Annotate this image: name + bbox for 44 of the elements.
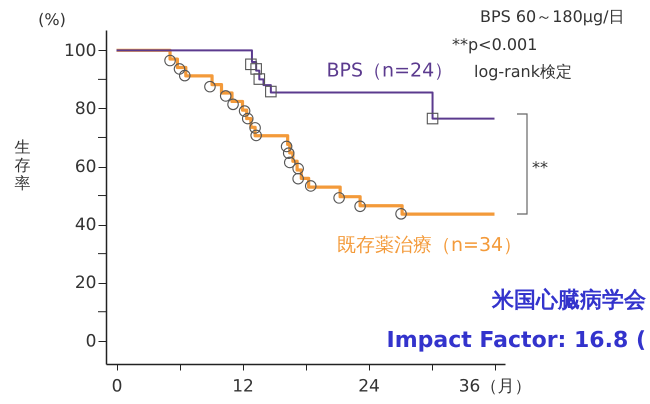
y-tick-label: 40 <box>74 215 96 236</box>
annotation: 米国心臓病学会 <box>491 287 647 313</box>
point <box>292 162 304 174</box>
point <box>254 73 266 85</box>
x-tick-label: 24 <box>358 376 380 396</box>
point <box>333 192 345 204</box>
text: ** <box>532 158 548 177</box>
x-tick-label: 36（月） <box>458 376 532 396</box>
y-tick-label: 60 <box>74 157 96 178</box>
point <box>265 86 277 98</box>
point <box>245 58 257 70</box>
point <box>284 156 296 168</box>
point <box>395 208 407 220</box>
annotation: Impact Factor: 16.8 ( <box>386 328 646 353</box>
y-tick-label: 20 <box>74 273 96 294</box>
point <box>304 180 317 192</box>
point <box>227 98 239 110</box>
series-label: BPS（n=24） <box>326 60 454 82</box>
y-axis-title: 生存率 <box>14 138 30 192</box>
text: BPS 60～180μg/日 <box>480 7 624 26</box>
x-tick-label: 0 <box>112 376 122 396</box>
point <box>174 63 186 75</box>
point <box>292 172 304 184</box>
point <box>249 122 261 134</box>
y-tick-label: 0 <box>86 331 96 352</box>
point <box>178 70 191 82</box>
point <box>282 147 294 159</box>
point <box>426 112 438 124</box>
point <box>220 90 232 102</box>
y-tick-label: 100 <box>64 40 96 61</box>
point <box>250 63 262 75</box>
point <box>250 130 262 142</box>
annotation: log-rank検定 <box>474 62 572 81</box>
y-tick-label: 80 <box>74 98 96 119</box>
point <box>204 80 216 92</box>
series-label: 既存薬治療（n=34） <box>337 234 522 256</box>
point <box>242 112 254 124</box>
point <box>280 140 292 152</box>
point <box>354 200 366 212</box>
text: (%) <box>38 10 66 29</box>
x-tick-label: 12 <box>232 376 254 396</box>
annotation: **p<0.001 <box>452 35 538 54</box>
point <box>164 54 176 66</box>
point <box>238 105 250 117</box>
